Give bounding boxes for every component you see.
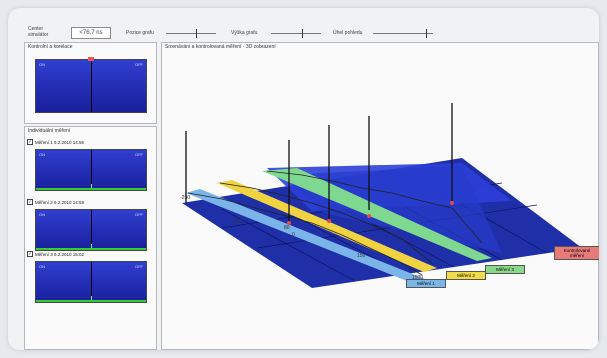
measurement-3-checkbox[interactable]: ✓ xyxy=(27,251,33,257)
peak-lines xyxy=(185,103,453,221)
tick-1: -250 xyxy=(232,219,242,225)
main-3d-view[interactable]: Srovnávání a kontrolovaná měření - 3D zo… xyxy=(161,42,599,350)
height-slider-label: Výška grafu xyxy=(231,30,258,36)
measurement-3-header[interactable]: ✓ Měření 3 9.2.2010 15:02 xyxy=(27,251,85,257)
legend-control-measurement: Kontrolované měření xyxy=(554,246,599,260)
center-label: Center simulátor xyxy=(28,26,49,38)
control-panel-title: Kontrolní a korelace xyxy=(28,44,73,50)
series-blue-ribbon xyxy=(186,189,425,283)
tick-4: 150 xyxy=(357,253,366,259)
angle-slider-thumb[interactable] xyxy=(426,29,427,38)
tick-3: 80 xyxy=(284,225,290,231)
position-slider-thumb[interactable] xyxy=(196,29,197,38)
angle-slider[interactable] xyxy=(373,33,433,34)
measurement-3-graph[interactable]: ON OFF xyxy=(35,261,147,303)
marker-icon xyxy=(88,57,94,61)
peak-markers xyxy=(287,201,454,225)
tick-2: 0 xyxy=(292,232,295,238)
angle-slider-label: Úhel pohledu xyxy=(333,30,363,36)
measurement-2-header[interactable]: ✓ Měření 2 9.2.2010 14:59 xyxy=(27,199,85,205)
3d-plot[interactable]: -250 -250 0 80 150 1500 xyxy=(162,43,598,349)
blue-trace xyxy=(187,192,423,276)
measurement-1-graph[interactable]: ON OFF xyxy=(35,149,147,191)
height-slider-thumb[interactable] xyxy=(302,29,303,38)
yellow-trace xyxy=(219,182,433,264)
measurement-1-header[interactable]: ✓ Měření 1 9.2.2010 14:56 xyxy=(27,139,85,145)
series-yellow-ribbon xyxy=(217,180,437,272)
position-slider[interactable] xyxy=(166,33,216,34)
measurement-1-checkbox[interactable]: ✓ xyxy=(27,139,33,145)
series-green-ribbon xyxy=(262,168,492,261)
individual-panel: Individuální měření ✓ Měření 1 9.2.2010 … xyxy=(24,126,157,350)
measurement-2-graph[interactable]: ON OFF xyxy=(35,209,147,251)
legend-measurement-2: Měření 2 xyxy=(446,271,486,280)
tick-5: 1500 xyxy=(412,275,423,281)
legend-measurement-3: Měření 3 xyxy=(485,265,525,274)
measurement-2-checkbox[interactable]: ✓ xyxy=(27,199,33,205)
height-slider[interactable] xyxy=(271,33,321,34)
green-trace xyxy=(266,170,483,244)
tick-back: -250 xyxy=(180,195,190,201)
app-window: Center simulátor <76,7 ns Pozice grafu V… xyxy=(8,8,599,350)
main-view-title: Srovnávání a kontrolovaná měření - 3D zo… xyxy=(165,44,276,50)
individual-panel-title: Individuální měření xyxy=(28,128,71,134)
legend-measurement-1: Měření 1 xyxy=(406,279,446,288)
position-slider-label: Pozice grafu xyxy=(126,30,154,36)
toolbar: Center simulátor <76,7 ns Pozice grafu V… xyxy=(26,24,596,46)
control-panel: Kontrolní a korelace ON OFF xyxy=(24,42,157,124)
center-value-field[interactable]: <76,7 ns xyxy=(71,27,111,39)
control-preview-graph[interactable]: ON OFF xyxy=(35,57,147,113)
